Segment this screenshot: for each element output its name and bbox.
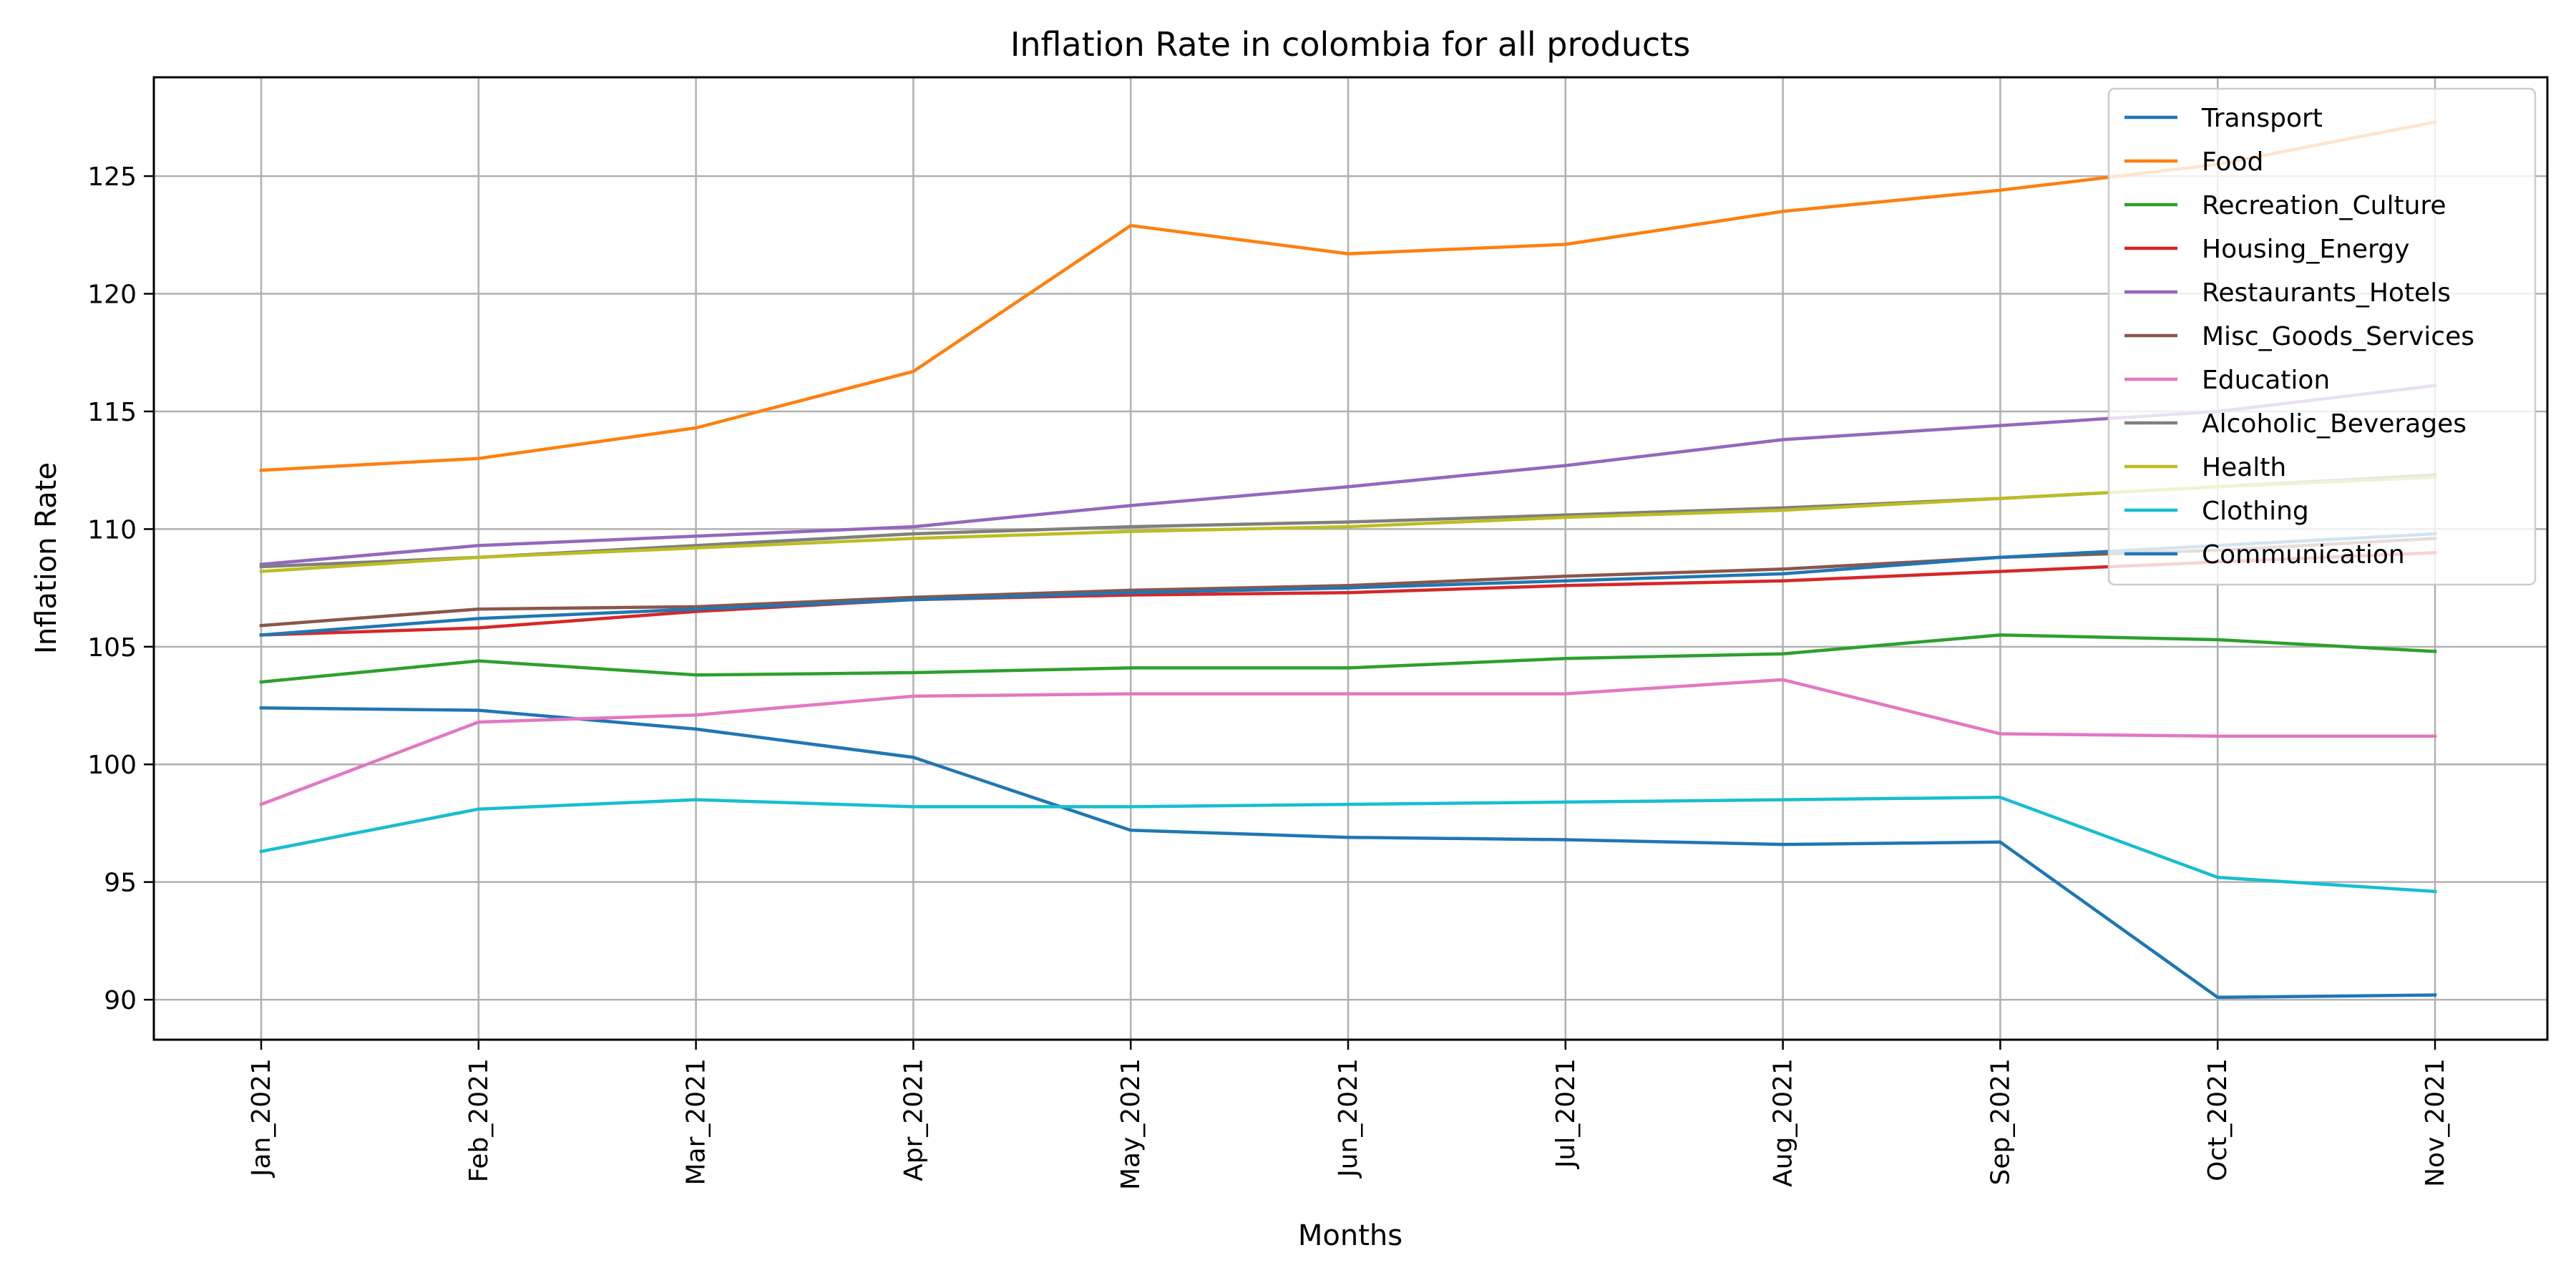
series-line-health [259, 475, 2437, 573]
legend-label-food: Food [2202, 147, 2263, 177]
x-tick-label: Mar_2021 [682, 1058, 711, 1186]
series-line-education [259, 678, 2437, 807]
series-line-clothing [259, 796, 2437, 894]
series-line-restaurants-hotels [259, 384, 2437, 567]
legend-label-education: Education [2202, 366, 2330, 395]
legend-label-communication: Communication [2202, 540, 2405, 570]
y-tick-label: 100 [87, 751, 137, 780]
y-tick-label: 95 [104, 869, 137, 898]
x-tick-label: Aug_2021 [1769, 1058, 1798, 1187]
series-lines [259, 119, 2437, 1000]
legend-label-housing-energy: Housing_Energy [2202, 235, 2409, 264]
series-line-transport [259, 706, 2437, 1000]
legend-label-clothing: Clothing [2202, 497, 2309, 526]
plot-area-frame [152, 76, 2549, 1041]
x-tick-label: Feb_2021 [464, 1058, 494, 1182]
x-tick-label: Jul_2021 [1551, 1058, 1581, 1169]
legend-label-recreation-culture: Recreation_Culture [2202, 191, 2446, 220]
legend-label-transport: Transport [2201, 104, 2323, 133]
chart-title: Inflation Rate in colombia for all produ… [1010, 25, 1690, 64]
x-tick-label: Jan_2021 [247, 1058, 276, 1178]
legend-label-alcoholic-beverages: Alcoholic_Beverages [2202, 409, 2467, 439]
y-tick-label: 125 [87, 162, 137, 192]
series-line-food [259, 119, 2437, 472]
x-tick-label: Sep_2021 [1986, 1058, 2015, 1185]
series-line-recreation-culture [259, 633, 2437, 684]
legend-box [2107, 87, 2537, 586]
legend-label-misc-goods-services: Misc_Goods_Services [2202, 322, 2474, 351]
x-tick-label: Nov_2021 [2421, 1058, 2450, 1187]
y-tick-label: 90 [104, 986, 137, 1015]
y-tick-label: 105 [87, 633, 137, 663]
x-axis-label: Months [1298, 1219, 1402, 1252]
y-tick-label: 115 [87, 398, 137, 427]
axis-ticks: Jan_2021 Feb_2021 Mar_2021 Apr_2021 May_2021… [87, 162, 2450, 1190]
legend-label-restaurants-hotels: Restaurants_Hotels [2202, 278, 2451, 308]
x-tick-label: Apr_2021 [899, 1058, 928, 1181]
legend: Transport Food Recreation_Culture Housing_E… [2107, 87, 2537, 586]
y-axis-label: Inflation Rate [30, 462, 63, 654]
y-tick-label: 110 [87, 515, 137, 545]
legend-label-health: Health [2202, 453, 2286, 482]
x-tick-label: Jun_2021 [1334, 1058, 1363, 1179]
x-tick-label: May_2021 [1116, 1058, 1146, 1190]
y-tick-label: 120 [87, 280, 137, 310]
series-line-housing-energy [259, 550, 2437, 637]
series-line-communication [259, 532, 2437, 637]
x-tick-label: Oct_2021 [2203, 1058, 2233, 1181]
